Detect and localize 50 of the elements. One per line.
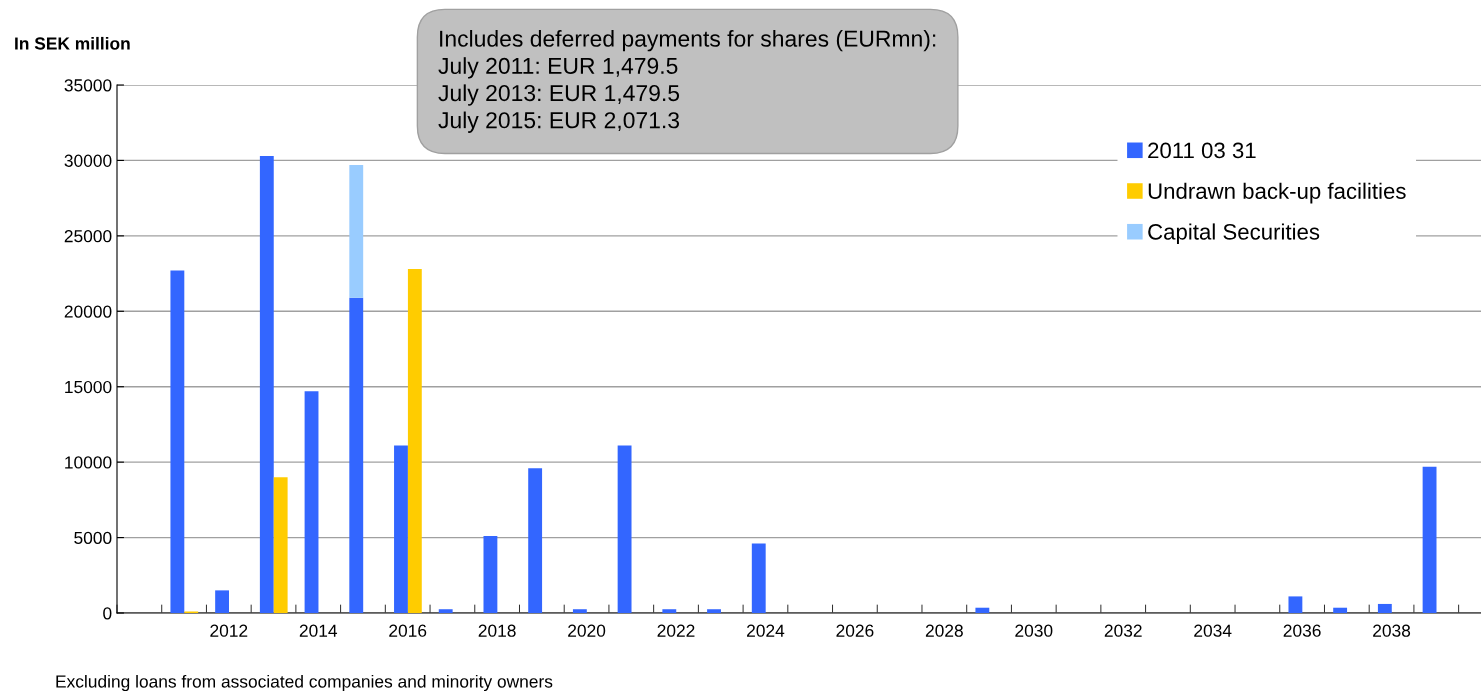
- text: Excluding loans from associated companies and minority owners: [56, 674, 553, 692]
- bar: [1422, 466, 1437, 613]
- bar: [572, 609, 587, 613]
- legend-label: Undrawn back-up facilities: [1148, 182, 1406, 204]
- bar: [1288, 596, 1303, 613]
- bar: [215, 590, 230, 613]
- bar: [617, 445, 632, 613]
- x-tick-label: 2028: [925, 624, 963, 637]
- bar: [394, 445, 408, 613]
- y-tick-label: 0: [103, 607, 112, 620]
- x-tick-label: 2014: [299, 624, 338, 637]
- bar: [662, 609, 677, 613]
- bar: [528, 468, 543, 613]
- bar: [975, 607, 990, 613]
- bar: [407, 269, 422, 613]
- x-tick-label: 2016: [389, 624, 427, 637]
- bar: [483, 536, 498, 613]
- x-tick-label: 2024: [747, 624, 785, 637]
- bar: [304, 391, 319, 613]
- y-tick-label: 15000: [65, 380, 112, 394]
- x-tick-label: 2022: [657, 624, 695, 637]
- bar: [349, 164, 364, 298]
- x-tick-label: 2032: [1104, 624, 1142, 637]
- y-tick-label: 25000: [64, 230, 112, 243]
- x-tick-label: 2012: [210, 624, 248, 637]
- bar: [438, 609, 453, 613]
- bar: [170, 270, 185, 613]
- y-tick-label: 30000: [64, 154, 112, 167]
- x-tick-label: 2034: [1194, 624, 1232, 637]
- x-tick-label: 2036: [1283, 624, 1321, 637]
- y-tick-label: 5000: [74, 531, 112, 545]
- legend-label: Capital Securities: [1148, 223, 1320, 245]
- bar: [349, 297, 364, 613]
- x-tick-label: 2038: [1373, 624, 1411, 637]
- bar: [707, 609, 721, 613]
- y-axis-title: In SEK million: [15, 36, 130, 50]
- legend-label: 2011 03 31: [1148, 142, 1256, 159]
- bar: [259, 155, 274, 613]
- bar: [273, 477, 288, 613]
- x-tick-label: 2020: [568, 624, 606, 637]
- bar: [1377, 603, 1392, 613]
- x-tick-label: 2026: [836, 624, 874, 637]
- annotation: Includes deferred payments for shares (EURmn): July 2011: EUR 1,479.5 July 2013: EUR 1,479.5 July 2015: EUR 2,071.3: [438, 30, 936, 133]
- x-tick-label: 2018: [478, 624, 516, 637]
- bar: [1333, 607, 1348, 613]
- y-tick-label: 20000: [64, 305, 112, 318]
- bar: [751, 543, 766, 613]
- y-tick-label: 35000: [64, 79, 112, 92]
- y-tick-label: 10000: [65, 456, 112, 469]
- x-tick-label: 2030: [1015, 624, 1053, 637]
